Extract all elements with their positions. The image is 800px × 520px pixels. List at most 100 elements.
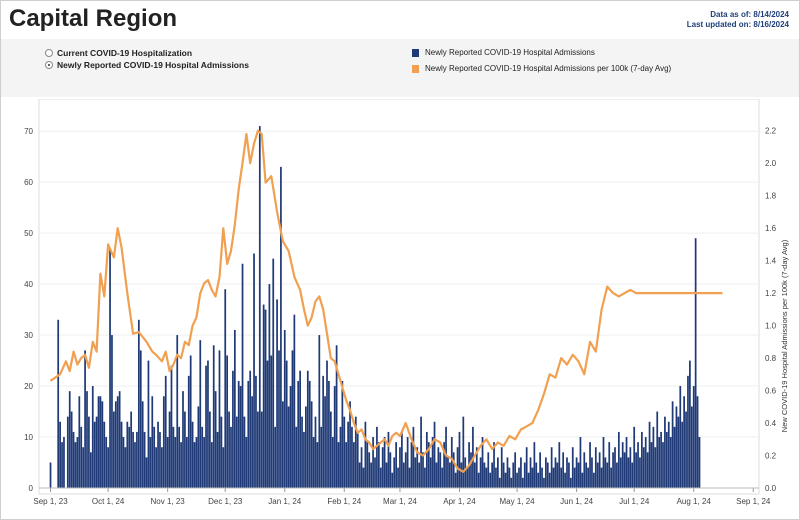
bar (310, 401, 313, 488)
bar (295, 426, 298, 488)
bar (341, 380, 344, 488)
bar (410, 442, 413, 488)
bar (320, 426, 323, 488)
bar (360, 447, 363, 488)
bar (176, 335, 179, 488)
bar (308, 380, 311, 488)
bar (232, 370, 234, 488)
bar (210, 442, 213, 488)
bar (95, 416, 98, 488)
bar (585, 462, 588, 488)
bar (233, 329, 236, 488)
radio-new-admissions[interactable]: Newly Reported COVID-19 Hospital Admissi… (45, 60, 249, 70)
bar (366, 442, 369, 488)
bar (235, 416, 238, 488)
y-left-tick-label: 20 (24, 382, 33, 391)
bar (441, 467, 444, 488)
bar (564, 472, 566, 488)
legend-label: Newly Reported COVID-19 Hospital Admissi… (425, 64, 672, 73)
x-tick-label: Jan 1, 24 (268, 497, 301, 506)
bar-series (49, 126, 701, 488)
bar (510, 477, 513, 488)
bar (593, 472, 595, 488)
bar (652, 426, 655, 488)
bar (504, 472, 507, 488)
bar (558, 442, 561, 488)
bar (276, 299, 278, 488)
bar (299, 370, 301, 488)
bar (301, 416, 303, 488)
bar (368, 452, 371, 488)
bar (61, 442, 63, 488)
bar (533, 442, 536, 488)
y-right-tick-label: 0.8 (765, 354, 777, 363)
bar (543, 477, 545, 488)
bar (387, 431, 390, 488)
bar (93, 421, 96, 488)
legend-label: Newly Reported COVID-19 Hospital Admissi… (425, 48, 595, 57)
y-right-tick-label: 1.8 (765, 192, 777, 201)
y-right-tick-label: 0.4 (765, 419, 777, 428)
bar (523, 462, 526, 488)
bar (281, 401, 284, 488)
bar (84, 350, 86, 488)
bar (370, 462, 373, 488)
bar (66, 416, 69, 488)
bar (126, 421, 129, 488)
bar (641, 431, 643, 488)
bar (637, 442, 639, 488)
bar (337, 442, 340, 488)
bar (512, 462, 515, 488)
x-tick-label: Nov 1, 23 (151, 497, 186, 506)
bar (305, 406, 307, 488)
bar (376, 426, 378, 488)
line-series (49, 129, 723, 473)
bar (506, 457, 509, 488)
bar (508, 467, 511, 488)
bar (389, 452, 392, 488)
legend-item-per100k[interactable]: Newly Reported COVID-19 Hospital Admissi… (412, 64, 671, 73)
bar (479, 457, 482, 488)
y-right-tick-label: 1.0 (765, 322, 777, 331)
bar (566, 457, 568, 488)
bar (568, 462, 570, 488)
legend-swatch-bar (412, 48, 419, 57)
y-left-tick-label: 60 (24, 178, 33, 187)
bar (399, 447, 401, 488)
bar (280, 166, 282, 488)
bar (662, 442, 664, 488)
bar (654, 447, 657, 488)
x-tick-label: Feb 1, 24 (327, 497, 361, 506)
y-left-tick-label: 0 (29, 484, 34, 493)
bar (569, 477, 572, 488)
bar (483, 462, 486, 488)
bar (623, 452, 626, 488)
legend-item-admissions[interactable]: Newly Reported COVID-19 Hospital Admissi… (412, 48, 595, 57)
bar (354, 416, 357, 488)
y-left-tick-label: 10 (24, 433, 33, 442)
bar (425, 431, 428, 488)
bar (339, 426, 342, 488)
page-title: Capital Region (9, 5, 178, 32)
bar (205, 365, 207, 488)
bar (581, 472, 584, 488)
bar (268, 284, 271, 488)
bar (147, 360, 150, 488)
y-left-tick-label: 70 (24, 127, 33, 136)
bar (460, 462, 463, 488)
x-tick-label: Dec 1, 23 (208, 497, 243, 506)
bar (178, 426, 181, 488)
bar (251, 396, 253, 488)
bar (660, 431, 662, 488)
bar (253, 253, 255, 488)
bar (312, 437, 315, 488)
bar (101, 401, 104, 488)
bar (68, 391, 71, 488)
radio-current-hospitalization[interactable]: Current COVID-19 Hospitalization (45, 48, 192, 58)
bar (656, 411, 659, 488)
bar (679, 386, 682, 488)
bar (614, 447, 616, 488)
bar (130, 411, 133, 488)
bar (218, 350, 221, 488)
bar (185, 437, 188, 488)
